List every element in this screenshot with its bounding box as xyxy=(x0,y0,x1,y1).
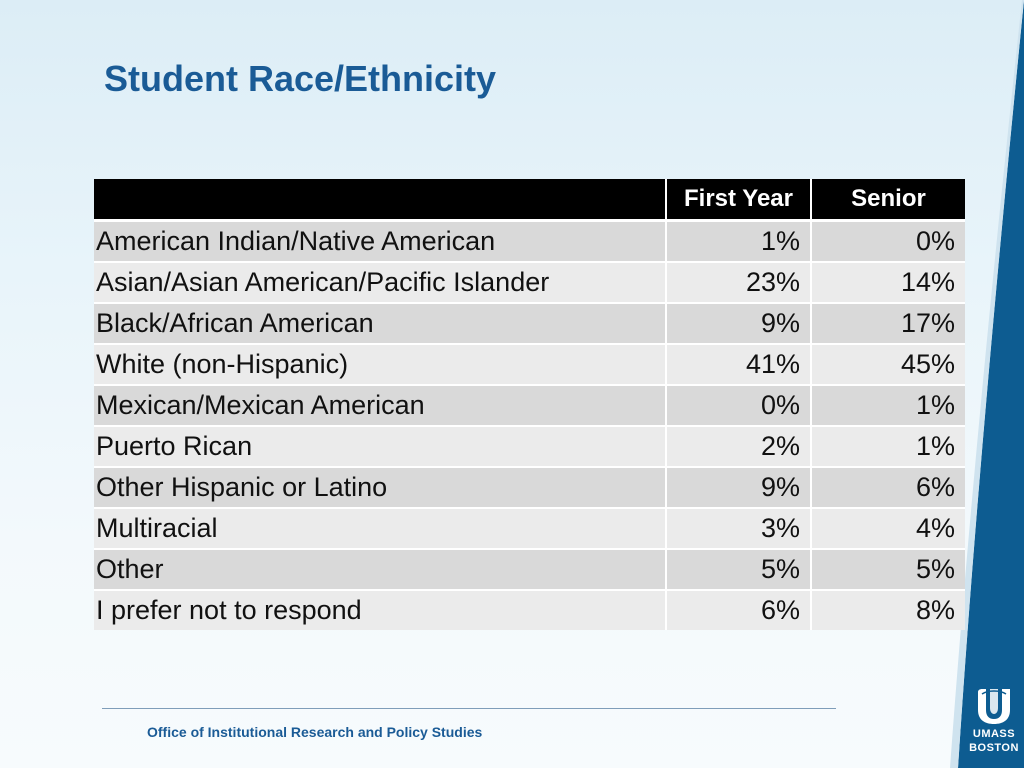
row-label: White (non-Hispanic) xyxy=(94,343,665,384)
first-year-value: 0% xyxy=(665,384,810,425)
page-title: Student Race/Ethnicity xyxy=(104,58,497,99)
row-label: Black/African American xyxy=(94,302,665,343)
row-label: Multiracial xyxy=(94,507,665,548)
first-year-value: 5% xyxy=(665,548,810,589)
senior-value: 1% xyxy=(810,425,965,466)
table-row: Black/African American 9% 17% xyxy=(94,302,965,343)
table-row: Multiracial 3% 4% xyxy=(94,507,965,548)
table-row: White (non-Hispanic) 41% 45% xyxy=(94,343,965,384)
senior-value: 5% xyxy=(810,548,965,589)
table-row: Mexican/Mexican American 0% 1% xyxy=(94,384,965,425)
senior-value: 8% xyxy=(810,589,965,630)
row-label: American Indian/Native American xyxy=(94,219,665,261)
first-year-value: 23% xyxy=(665,261,810,302)
umass-emblem-icon xyxy=(978,689,1010,724)
senior-value: 1% xyxy=(810,384,965,425)
first-year-value: 2% xyxy=(665,425,810,466)
first-year-value: 1% xyxy=(665,219,810,261)
footer-divider xyxy=(102,708,836,709)
table-row: Puerto Rican 2% 1% xyxy=(94,425,965,466)
table-row: I prefer not to respond 6% 8% xyxy=(94,589,965,630)
first-year-value: 9% xyxy=(665,466,810,507)
row-label: Asian/Asian American/Pacific Islander xyxy=(94,261,665,302)
first-year-value: 6% xyxy=(665,589,810,630)
header-senior: Senior xyxy=(810,179,965,219)
table-row: Other Hispanic or Latino 9% 6% xyxy=(94,466,965,507)
header-first-year: First Year xyxy=(665,179,810,219)
table-row: American Indian/Native American 1% 0% xyxy=(94,219,965,261)
row-label: Puerto Rican xyxy=(94,425,665,466)
row-label: I prefer not to respond xyxy=(94,589,665,630)
header-category xyxy=(94,179,665,219)
senior-value: 14% xyxy=(810,261,965,302)
senior-value: 17% xyxy=(810,302,965,343)
corner-accent-band xyxy=(950,0,1024,768)
senior-value: 4% xyxy=(810,507,965,548)
table-row: Other 5% 5% xyxy=(94,548,965,589)
senior-value: 6% xyxy=(810,466,965,507)
first-year-value: 41% xyxy=(665,343,810,384)
senior-value: 45% xyxy=(810,343,965,384)
logo-text-line2: BOSTON xyxy=(969,742,1019,754)
footer-office-name: Office of Institutional Research and Pol… xyxy=(147,724,483,740)
table-header-row: First Year Senior xyxy=(94,179,965,219)
logo-text-line1: UMASS xyxy=(972,728,1016,740)
umass-boston-logo: UMASS BOSTON xyxy=(968,686,1020,756)
senior-value: 0% xyxy=(810,219,965,261)
first-year-value: 3% xyxy=(665,507,810,548)
first-year-value: 9% xyxy=(665,302,810,343)
row-label: Other xyxy=(94,548,665,589)
row-label: Other Hispanic or Latino xyxy=(94,466,665,507)
row-label: Mexican/Mexican American xyxy=(94,384,665,425)
table-row: Asian/Asian American/Pacific Islander 23… xyxy=(94,261,965,302)
ethnicity-table: First Year Senior American Indian/Native… xyxy=(94,179,965,630)
